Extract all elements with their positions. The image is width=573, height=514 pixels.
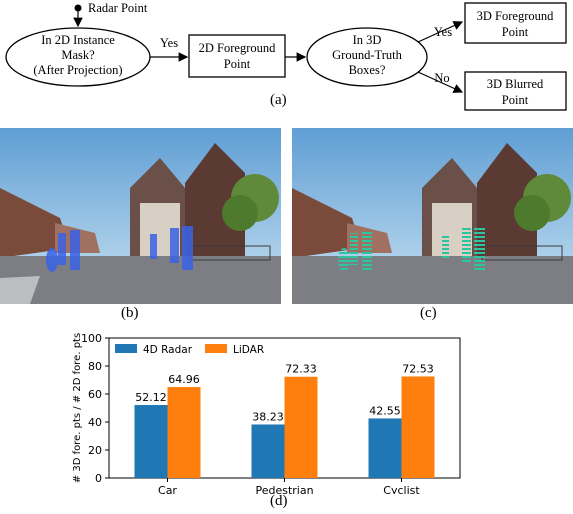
edge-no-label: No	[434, 71, 449, 85]
bar-value-label: 72.53	[402, 362, 434, 375]
legend-swatch	[115, 344, 137, 353]
x-tick-label: Cyclist	[383, 484, 420, 494]
bar-value-label: 52.12	[135, 391, 167, 404]
bar-value-label: 42.55	[369, 404, 401, 417]
overlay-b	[46, 226, 193, 272]
bar-lidar	[284, 376, 318, 478]
decision-2-line-2: Ground-Truth	[332, 48, 402, 62]
box-3d-blurred	[464, 71, 567, 111]
street-scene-b	[0, 128, 281, 304]
panel-label-b: (b)	[121, 305, 139, 321]
box-yes-line-2: Point	[502, 25, 529, 39]
panel-label-c: (c)	[420, 305, 437, 321]
decision-1-line-2: Mask?	[61, 48, 95, 62]
panel-label-a: (a)	[270, 92, 287, 108]
y-tick-label: 0	[95, 472, 102, 485]
y-tick-label: 20	[88, 444, 102, 457]
x-tick-label: Car	[158, 484, 177, 494]
panel-label-d: (d)	[270, 493, 288, 509]
edge-yes-label: Yes	[434, 25, 452, 39]
bar-lidar	[401, 376, 435, 478]
street-photo-b	[0, 128, 281, 304]
bar-lidar	[167, 387, 201, 478]
box-yes-line-1: 3D Foreground	[477, 9, 554, 23]
y-tick-label: 40	[88, 416, 102, 429]
decision-1-line-3: (After Projection)	[33, 63, 122, 77]
box-no-line-2: Point	[502, 93, 529, 107]
y-axis-label: # 3D fore. pts / # 2D fore. pts	[72, 333, 83, 483]
bar-value-label: 38.23	[252, 410, 284, 423]
legend-label: LiDAR	[233, 344, 264, 356]
overlay-c	[338, 226, 485, 272]
box-1-line-1: 2D Foreground	[199, 41, 276, 55]
y-tick-label: 60	[88, 388, 102, 401]
edge-1-label: Yes	[160, 36, 178, 50]
decision-2-line-1: In 3D	[353, 33, 382, 47]
x-tick-label: Pedestrian	[255, 484, 313, 494]
bar-chart: 0 20 40 60 80 100# 3D fore. pts / # 2D fore. …	[72, 332, 461, 494]
decision-2	[306, 27, 428, 87]
y-tick-label: 80	[88, 360, 102, 373]
decision-2-line-3: Boxes?	[349, 63, 386, 77]
y-tick-label: 100	[81, 332, 102, 345]
legend-swatch	[205, 344, 227, 353]
box-no-line-1: 3D Blurred	[487, 77, 544, 91]
decision-1-line-1: In 2D Instance	[41, 33, 115, 47]
street-photo-c	[292, 128, 573, 304]
box-3d-foreground	[464, 2, 567, 44]
flowchart: Radar Point In 2D Instance Mask? (After …	[5, 1, 567, 111]
street-scene-c	[292, 128, 573, 304]
box-1-line-2: Point	[224, 57, 251, 71]
legend-label: 4D Radar	[143, 344, 193, 356]
bar-4d-radar	[134, 405, 168, 478]
bar-4d-radar	[368, 418, 402, 478]
bar-4d-radar	[251, 424, 285, 478]
bar-value-label: 72.33	[285, 363, 317, 376]
box-2d-foreground	[188, 34, 286, 78]
bar-value-label: 64.96	[168, 373, 200, 386]
start-label: Radar Point	[88, 1, 148, 15]
